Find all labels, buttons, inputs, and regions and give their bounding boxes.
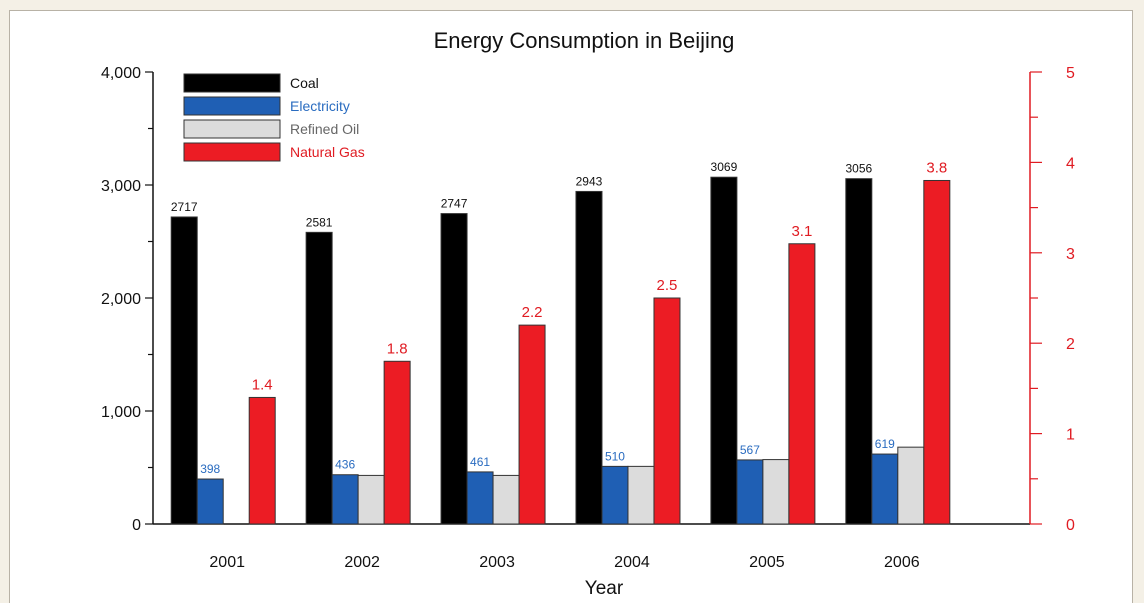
left-tick-label: 3,000	[101, 178, 141, 195]
electricity-bar-label: 436	[335, 458, 355, 472]
coal-bar	[170, 216, 198, 525]
right-tick-label: 5	[1066, 65, 1075, 82]
electricity-bar-label: 619	[875, 437, 895, 451]
electricity-bar	[331, 474, 359, 525]
natural-gas-bar-label: 2.5	[657, 277, 678, 294]
left-tick-label: 0	[132, 517, 141, 534]
chart-title: Energy Consumption in Beijing	[434, 28, 735, 53]
electricity-bar	[871, 453, 899, 525]
coal-bar	[440, 213, 468, 525]
legend-swatch-natural-gas	[183, 142, 281, 162]
legend-label: Electricity	[290, 98, 350, 114]
electricity-bar-label: 567	[740, 443, 760, 457]
right-tick-label: 1	[1066, 427, 1075, 444]
legend-label: Natural Gas	[290, 144, 365, 160]
legend-swatch-refined-oil	[183, 119, 281, 139]
electricity-bar-label: 510	[605, 449, 625, 463]
x-tick-label: 2002	[344, 554, 380, 571]
right-tick-label: 0	[1066, 517, 1075, 534]
natural-gas-bar-label: 3.8	[926, 159, 947, 176]
coal-bar-label: 2717	[171, 200, 198, 214]
refined-oil-bar	[762, 459, 790, 525]
x-axis-label: Year	[585, 578, 624, 599]
left-tick-label: 1,000	[101, 404, 141, 421]
x-tick-label: 2001	[209, 554, 245, 571]
coal-bar-label: 3069	[711, 160, 738, 174]
natural-gas-bar-label: 3.1	[791, 223, 812, 240]
coal-bar	[575, 190, 603, 525]
data-labels: 2717 398 1.4 2581 436 1.8 2747 461 2.2 2943 510 2.5…	[171, 159, 947, 476]
x-tick-label: 2005	[749, 554, 785, 571]
refined-oil-bar	[357, 474, 385, 525]
legend-swatch-electricity	[183, 96, 281, 116]
legend-swatch-coal	[183, 73, 281, 93]
electricity-bar-label: 461	[470, 455, 490, 469]
x-tick-label: 2003	[479, 554, 515, 571]
right-tick-label: 3	[1066, 246, 1075, 263]
coal-bar	[305, 231, 333, 525]
legend: Coal Electricity Refined Oil Natural Gas	[183, 73, 365, 162]
bars	[170, 176, 951, 525]
natural-gas-bar-label: 1.8	[387, 340, 408, 357]
coal-bar	[845, 178, 873, 525]
coal-bar-label: 2943	[576, 174, 603, 188]
natural-gas-bar	[383, 360, 411, 525]
right-tick-label: 4	[1066, 155, 1075, 172]
electricity-bar	[196, 478, 224, 525]
natural-gas-bar-label: 2.2	[522, 304, 543, 321]
natural-gas-bar-label: 1.4	[252, 376, 273, 393]
electricity-bar	[466, 471, 494, 525]
refined-oil-bar	[627, 465, 655, 525]
refined-oil-bar	[492, 474, 520, 525]
electricity-bar-label: 398	[200, 462, 220, 476]
coal-bar-label: 3056	[845, 162, 872, 176]
natural-gas-bar	[248, 396, 276, 525]
right-tick-label: 2	[1066, 336, 1075, 353]
natural-gas-bar	[653, 297, 681, 525]
natural-gas-bar	[788, 243, 816, 525]
coal-bar-label: 2581	[306, 215, 333, 229]
coal-bar	[710, 176, 738, 525]
left-tick-label: 2,000	[101, 291, 141, 308]
x-tick-label: 2004	[614, 554, 650, 571]
x-tick-label: 2006	[884, 554, 920, 571]
legend-label: Refined Oil	[290, 121, 359, 137]
legend-label: Coal	[290, 75, 319, 91]
natural-gas-bar	[518, 324, 546, 525]
left-tick-label: 4,000	[101, 65, 141, 82]
electricity-bar	[601, 465, 629, 525]
refined-oil-bar	[897, 446, 925, 525]
natural-gas-bar	[923, 179, 951, 525]
electricity-bar	[736, 459, 764, 525]
coal-bar-label: 2747	[441, 197, 468, 211]
